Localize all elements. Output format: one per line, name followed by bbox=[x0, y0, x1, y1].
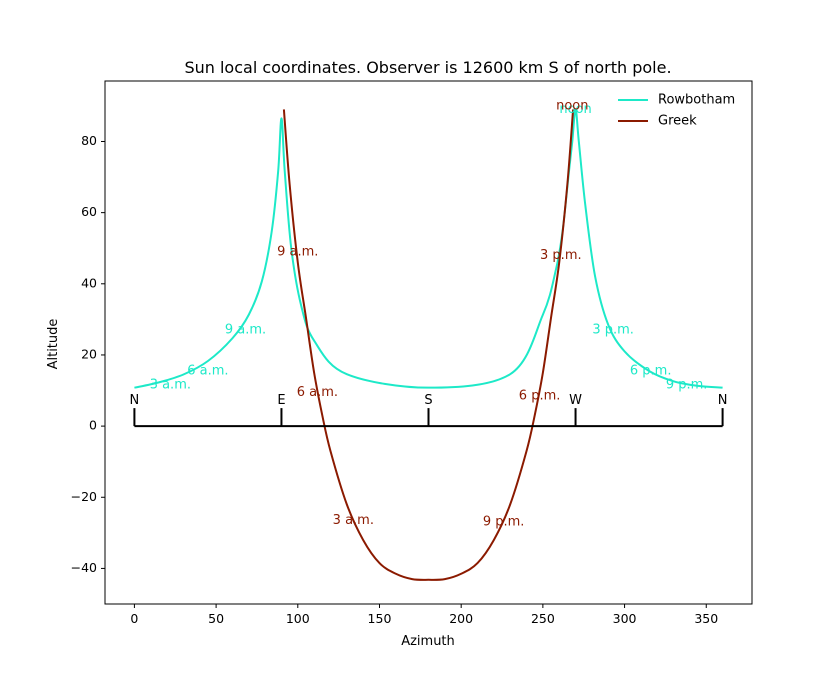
compass-label-s: S bbox=[424, 393, 432, 408]
time-label: 3 p.m. bbox=[540, 248, 582, 263]
time-label: 9 p.m. bbox=[483, 515, 525, 530]
time-label: 9 p.m. bbox=[666, 378, 708, 393]
plot-frame bbox=[104, 80, 753, 605]
y-tick-label: 40 bbox=[81, 275, 97, 290]
compass-label-e: E bbox=[277, 393, 285, 408]
series-line-rowbotham bbox=[134, 108, 723, 389]
series-line-greek bbox=[282, 109, 575, 581]
y-tick-label: −20 bbox=[71, 489, 97, 504]
y-tick-label: 0 bbox=[89, 418, 97, 433]
x-tick-label: 150 bbox=[368, 611, 392, 626]
x-tick-label: 350 bbox=[694, 611, 718, 626]
x-tick-label: 0 bbox=[130, 611, 138, 626]
x-tick-label: 200 bbox=[449, 611, 473, 626]
x-axis-label: Azimuth bbox=[401, 634, 455, 649]
compass-label-w: W bbox=[569, 393, 582, 408]
x-tick-label: 250 bbox=[531, 611, 555, 626]
y-axis-label: Altitude bbox=[46, 319, 61, 370]
x-tick-label: 100 bbox=[286, 611, 310, 626]
x-tick-label: 50 bbox=[208, 611, 224, 626]
time-label: 3 a.m. bbox=[150, 378, 191, 393]
y-tick-label: 60 bbox=[81, 204, 97, 219]
y-tick-label: 20 bbox=[81, 346, 97, 361]
time-label: 3 a.m. bbox=[333, 513, 374, 528]
y-tick-label: 80 bbox=[81, 133, 97, 148]
time-label: 6 a.m. bbox=[187, 363, 228, 378]
y-tick-label: −40 bbox=[71, 560, 97, 575]
time-label: 9 a.m. bbox=[225, 323, 266, 338]
chart-title: Sun local coordinates. Observer is 12600… bbox=[184, 58, 671, 77]
legend-label-rowbotham: Rowbotham bbox=[658, 93, 735, 108]
time-label: 6 p.m. bbox=[630, 363, 672, 378]
legend-label-greek: Greek bbox=[658, 114, 697, 129]
x-tick-label: 300 bbox=[613, 611, 637, 626]
time-label: 3 p.m. bbox=[592, 323, 634, 338]
compass-label-n: N bbox=[130, 393, 140, 408]
time-label: 6 a.m. bbox=[297, 385, 338, 400]
time-label: 6 p.m. bbox=[519, 388, 561, 403]
compass-label-n: N bbox=[718, 393, 728, 408]
time-label: noon bbox=[556, 98, 588, 113]
time-label: 9 a.m. bbox=[277, 244, 318, 259]
time-label: noon bbox=[559, 102, 591, 117]
